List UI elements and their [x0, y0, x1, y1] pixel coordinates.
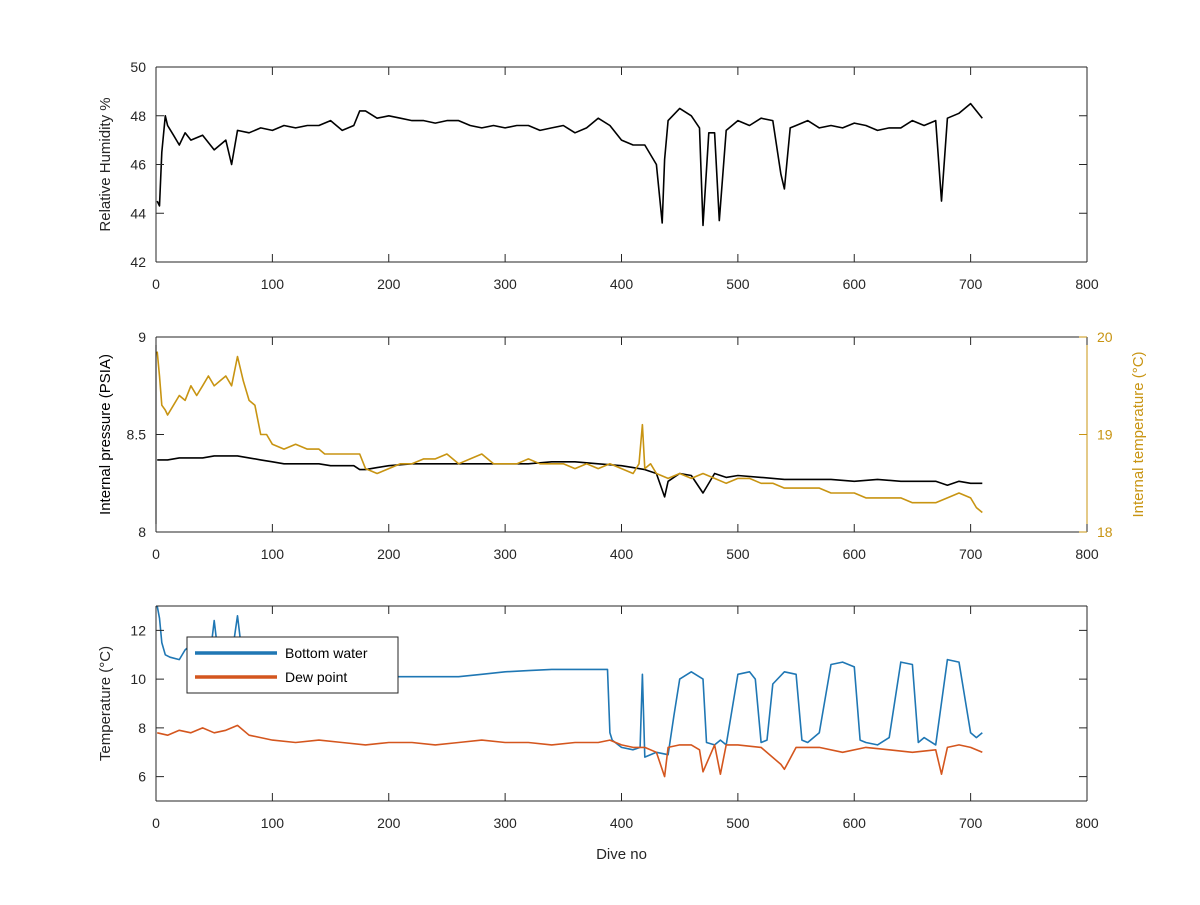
y-axis-label: Temperature (°C) — [97, 646, 114, 761]
legend-box — [186, 636, 399, 694]
subplot-3: 0 100 200 300 400 500 600 700 800 6 8 10 12 Temperatu… — [97, 605, 1099, 863]
x-tick-label: 300 — [493, 546, 517, 562]
y-tick-label: 6 — [138, 769, 146, 785]
x-tick-label: 100 — [261, 815, 285, 831]
y-tick-label: 12 — [130, 622, 146, 638]
x-tick-label: 0 — [152, 546, 160, 562]
x-tick-label: 600 — [843, 815, 867, 831]
x-tick-label: 100 — [261, 276, 285, 292]
y-tick-label: 8 — [138, 524, 146, 540]
plot-area — [156, 606, 1087, 801]
x-tick-label: 700 — [959, 546, 983, 562]
y-right-tick-label: 20 — [1097, 329, 1113, 345]
x-tick-label: 200 — [377, 815, 401, 831]
x-tick-label: 200 — [377, 276, 401, 292]
x-tick-label: 400 — [610, 815, 634, 831]
series-line-1-1 — [156, 102, 983, 227]
y-tick-label: 48 — [130, 108, 146, 124]
x-tick-label: 700 — [959, 276, 983, 292]
x-tick-label: 800 — [1075, 276, 1099, 292]
x-tick-label: 100 — [261, 546, 285, 562]
x-tick-label: 400 — [610, 546, 634, 562]
x-tick-label: 800 — [1075, 815, 1099, 831]
y-tick-label: 46 — [130, 157, 146, 173]
subplot-2: 0 100 200 300 400 500 600 700 800 8 8.5 9 18 19 20 Inte… — [97, 329, 1147, 562]
y-tick-label: 44 — [130, 205, 146, 221]
x-axis-label: Dive no — [596, 846, 647, 863]
x-tick-label: 800 — [1075, 546, 1099, 562]
y-axis-label: Internal pressure (PSIA) — [97, 354, 114, 515]
x-tick-label: 0 — [152, 276, 160, 292]
plot-area — [156, 67, 1087, 262]
y-tick-label: 9 — [138, 329, 146, 345]
x-tick-label: 600 — [843, 276, 867, 292]
legend-label: Bottom water — [285, 645, 368, 661]
y-tick-label: 8.5 — [127, 427, 147, 443]
x-tick-label: 500 — [726, 546, 750, 562]
y-right-tick-label: 19 — [1097, 427, 1113, 443]
x-tick-label: 300 — [493, 815, 517, 831]
x-tick-label: 700 — [959, 815, 983, 831]
x-tick-label: 500 — [726, 815, 750, 831]
x-tick-label: 300 — [493, 276, 517, 292]
x-tick-label: 500 — [726, 276, 750, 292]
subplot-1: 0 100 200 300 400 500 600 700 800 42 44 46 48 50 Relat… — [97, 59, 1099, 292]
x-tick-label: 200 — [377, 546, 401, 562]
series-line-2-1 — [157, 455, 983, 498]
y-tick-label: 42 — [130, 254, 146, 270]
y-tick-label: 8 — [138, 720, 146, 736]
x-tick-label: 400 — [610, 276, 634, 292]
legend-label: Dew point — [285, 669, 347, 685]
y-tick-label: 10 — [130, 671, 146, 687]
y-right-axis-label: Internal temperature (°C) — [1130, 351, 1147, 517]
plot-area — [156, 337, 1087, 532]
x-tick-label: 600 — [843, 546, 867, 562]
y-axis-label: Relative Humidity % — [97, 97, 114, 231]
y-tick-label: 50 — [130, 59, 146, 75]
series-line-2-2 — [156, 351, 983, 514]
legend: Bottom water Dew point — [186, 636, 399, 694]
x-tick-label: 0 — [152, 815, 160, 831]
y-right-tick-label: 18 — [1097, 524, 1113, 540]
series-line-3-2 — [157, 724, 983, 778]
